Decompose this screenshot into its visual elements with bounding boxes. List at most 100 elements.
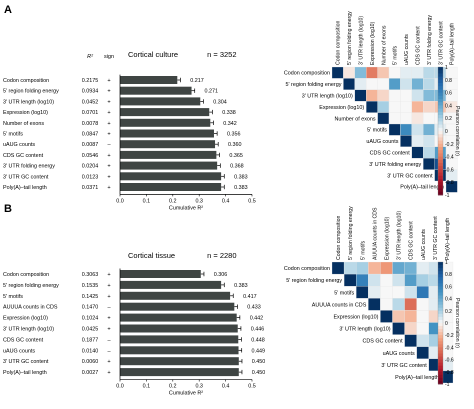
heatmap-panel-a-colorbar-title: Pearson correlation (r) (454, 106, 460, 156)
bar-panel-a-sign: – (107, 142, 111, 148)
heatmap-panel-b-colorbar-tick: -0.6 (445, 358, 454, 364)
bar-panel-b-x-tick-label: 0.3 (195, 384, 203, 390)
bar-panel-b-category-label: Codon composition (3, 272, 49, 278)
heatmap-panel-a-cell (400, 123, 412, 136)
bar-panel-b-x-axis-title: Cumulative R² (169, 391, 203, 397)
heatmap-panel-a-colorbar-tick: -1 (445, 193, 450, 199)
heatmap-panel-b-colorbar-segment (438, 341, 443, 345)
bar-panel-b-category-label: CDS GC content (3, 337, 44, 343)
heatmap-panel-a-cell (423, 123, 435, 136)
bar-panel-b-x-tick-label: 0.0 (116, 384, 124, 390)
heatmap-panel-a-cell (366, 89, 378, 102)
bar-panel-b-category-label: 5' motifs (3, 294, 23, 300)
heatmap-panel-a-colorbar-segment (438, 172, 443, 177)
bar-panel-a-category-label: 5' region folding energy (3, 89, 59, 95)
bar-panel-a-sign: + (107, 89, 110, 95)
heatmap-panel-a-colorbar-frame (437, 66, 444, 196)
bar-panel-b-value-label: 0.450 (252, 359, 265, 365)
heatmap-panel-a-cell (400, 135, 412, 147)
bar-panel-a-r2-label: 0.2175 (82, 78, 99, 84)
bar-panel-a-value-label: 0.304 (213, 99, 227, 105)
bar-panel-b-bar (120, 324, 238, 333)
heatmap-panel-b-colorbar-frame (437, 261, 444, 385)
heatmap-panel-a-row-label: Codon composition (284, 71, 330, 77)
bar-panel-a-r2-label: 0.0371 (82, 185, 99, 191)
bar-panel-a-r2-label: 0.0847 (82, 132, 99, 138)
bar-panel-b-sign: + (107, 283, 110, 289)
heatmap-panel-a-colorbar-segment (438, 137, 443, 141)
heatmap-panel-a-cell (423, 158, 435, 170)
heatmap-panel-a-column-label: 3' UTR folding energy (427, 15, 433, 65)
heatmap-panel-a-row-label: 3' UTR length (log10) (302, 94, 353, 100)
heatmap-panel-a-column-label: 3' UTR length (log10) (359, 16, 365, 65)
bar-panel-b-r2-label: 0.0027 (82, 370, 99, 376)
heatmap-panel-b-cell (416, 286, 429, 299)
bar-panel-a-bar (120, 150, 217, 159)
heatmap-panel-a-column-label: CDS GC content (416, 26, 422, 65)
heatmap-panel-a-cell (400, 78, 412, 90)
bar-panel-a-r2-header: R² (87, 54, 93, 60)
bar-panel-a-x-tick-label: 0.4 (222, 198, 230, 204)
bar-panel-a-sign: + (107, 99, 110, 105)
bar-panel-a-x-tick-label: 0.5 (248, 198, 256, 204)
heatmap-panel-b-colorbar-segment (438, 329, 443, 333)
heatmap-panel-b-column-label: 5' motifs (360, 240, 366, 260)
heatmap-panel-b-cell (404, 261, 417, 275)
heatmap-panel-b-cell (392, 322, 405, 335)
heatmap-panel-b-colorbar-segment (438, 268, 443, 272)
heatmap-panel-b-cell (416, 273, 429, 287)
heatmap-panel-a-column-label: Number of exons (381, 25, 387, 65)
bar-panel-b-category-label: AUUUA counts in CDS (3, 305, 58, 311)
heatmap-panel-b-colorbar-segment (438, 292, 443, 296)
heatmap-panel-b-colorbar-tick: 0 (445, 321, 448, 327)
heatmap-panel-b-cell (416, 334, 429, 347)
heatmap-panel-b-colorbar-segment (438, 350, 443, 354)
heatmap-panel-a-cell (400, 89, 412, 102)
heatmap-panel-a-colorbar-tick: -0.4 (445, 155, 454, 161)
heatmap-panel-b-colorbar-segment (438, 362, 443, 367)
heatmap-panel-a-row-label: 3' UTR GC content (387, 173, 433, 179)
heatmap-panel-a-row-label: CDS GC content (370, 151, 411, 157)
bar-panel-a-category-label: Codon composition (3, 78, 49, 84)
heatmap-panel-b-cell (416, 322, 429, 335)
heatmap-panel-a-cell (411, 101, 424, 113)
heatmap-panel-b-colorbar-segment (438, 304, 443, 309)
bar-panel-b-sign: + (107, 272, 110, 278)
bar-panel-a-n-label: n = 3252 (207, 50, 236, 59)
heatmap-panel-b-cell (380, 286, 393, 299)
heatmap-panel-b-colorbar-segment (438, 280, 443, 284)
bar-panel-b-sign: + (107, 327, 110, 333)
heatmap-panel-a-colorbar-segment (438, 156, 443, 161)
heatmap-panel-a-colorbar-segment (438, 163, 443, 167)
bar-panel-b-x-tick-label: 0.5 (248, 384, 256, 390)
heatmap-panel-b-colorbar-segment (438, 310, 443, 315)
heatmap-panel-a-colorbar-segment (438, 147, 443, 151)
bar-panel-a-value-label: 0.360 (228, 142, 242, 148)
heatmap-panel-b-row-label: Codon composition (284, 266, 330, 272)
heatmap-panel-b-row-label: uAUG counts (383, 351, 415, 357)
bar-panel-b-bar (120, 346, 239, 355)
heatmap-panel-a-cell (377, 112, 390, 125)
heatmap-panel-b-colorbar-segment (438, 277, 443, 281)
heatmap-panel-b-colorbar-tick: -1 (445, 382, 450, 388)
bar-panel-b-bar (120, 357, 239, 366)
heatmap-panel-b-colorbar-title: Pearson correlation (r) (454, 298, 460, 348)
heatmap-panel-b-row-label: Poly(A)–tail length (395, 375, 439, 381)
heatmap-panel-b-cell (404, 310, 417, 323)
heatmap-panel-a-cell (400, 66, 412, 79)
heatmap-panel-b-colorbar-segment (438, 353, 443, 357)
heatmap-panel-a-row-label: uAUG counts (366, 139, 398, 145)
bar-panel-b-value-label: 0.450 (252, 370, 265, 376)
heatmap-panel-a-colorbar-segment (438, 134, 443, 138)
heatmap-panel-b-cell (404, 273, 417, 287)
heatmap-panel-a-colorbar-segment (438, 127, 443, 132)
heatmap-panel-a-colorbar-segment (438, 105, 443, 109)
bar-panel-b-sign: + (107, 370, 110, 376)
bar-panel-b-value-label: 0.442 (250, 316, 263, 322)
bar-panel-b-r2-label: 0.0140 (82, 348, 99, 354)
heatmap-panel-b-cell (356, 273, 369, 287)
heatmap-panel-a-colorbar-segment (438, 140, 443, 145)
bar-panel-a-category-label: CDS GC content (3, 153, 44, 159)
bar-panel-b-category-label: 5' region folding energy (3, 283, 59, 289)
